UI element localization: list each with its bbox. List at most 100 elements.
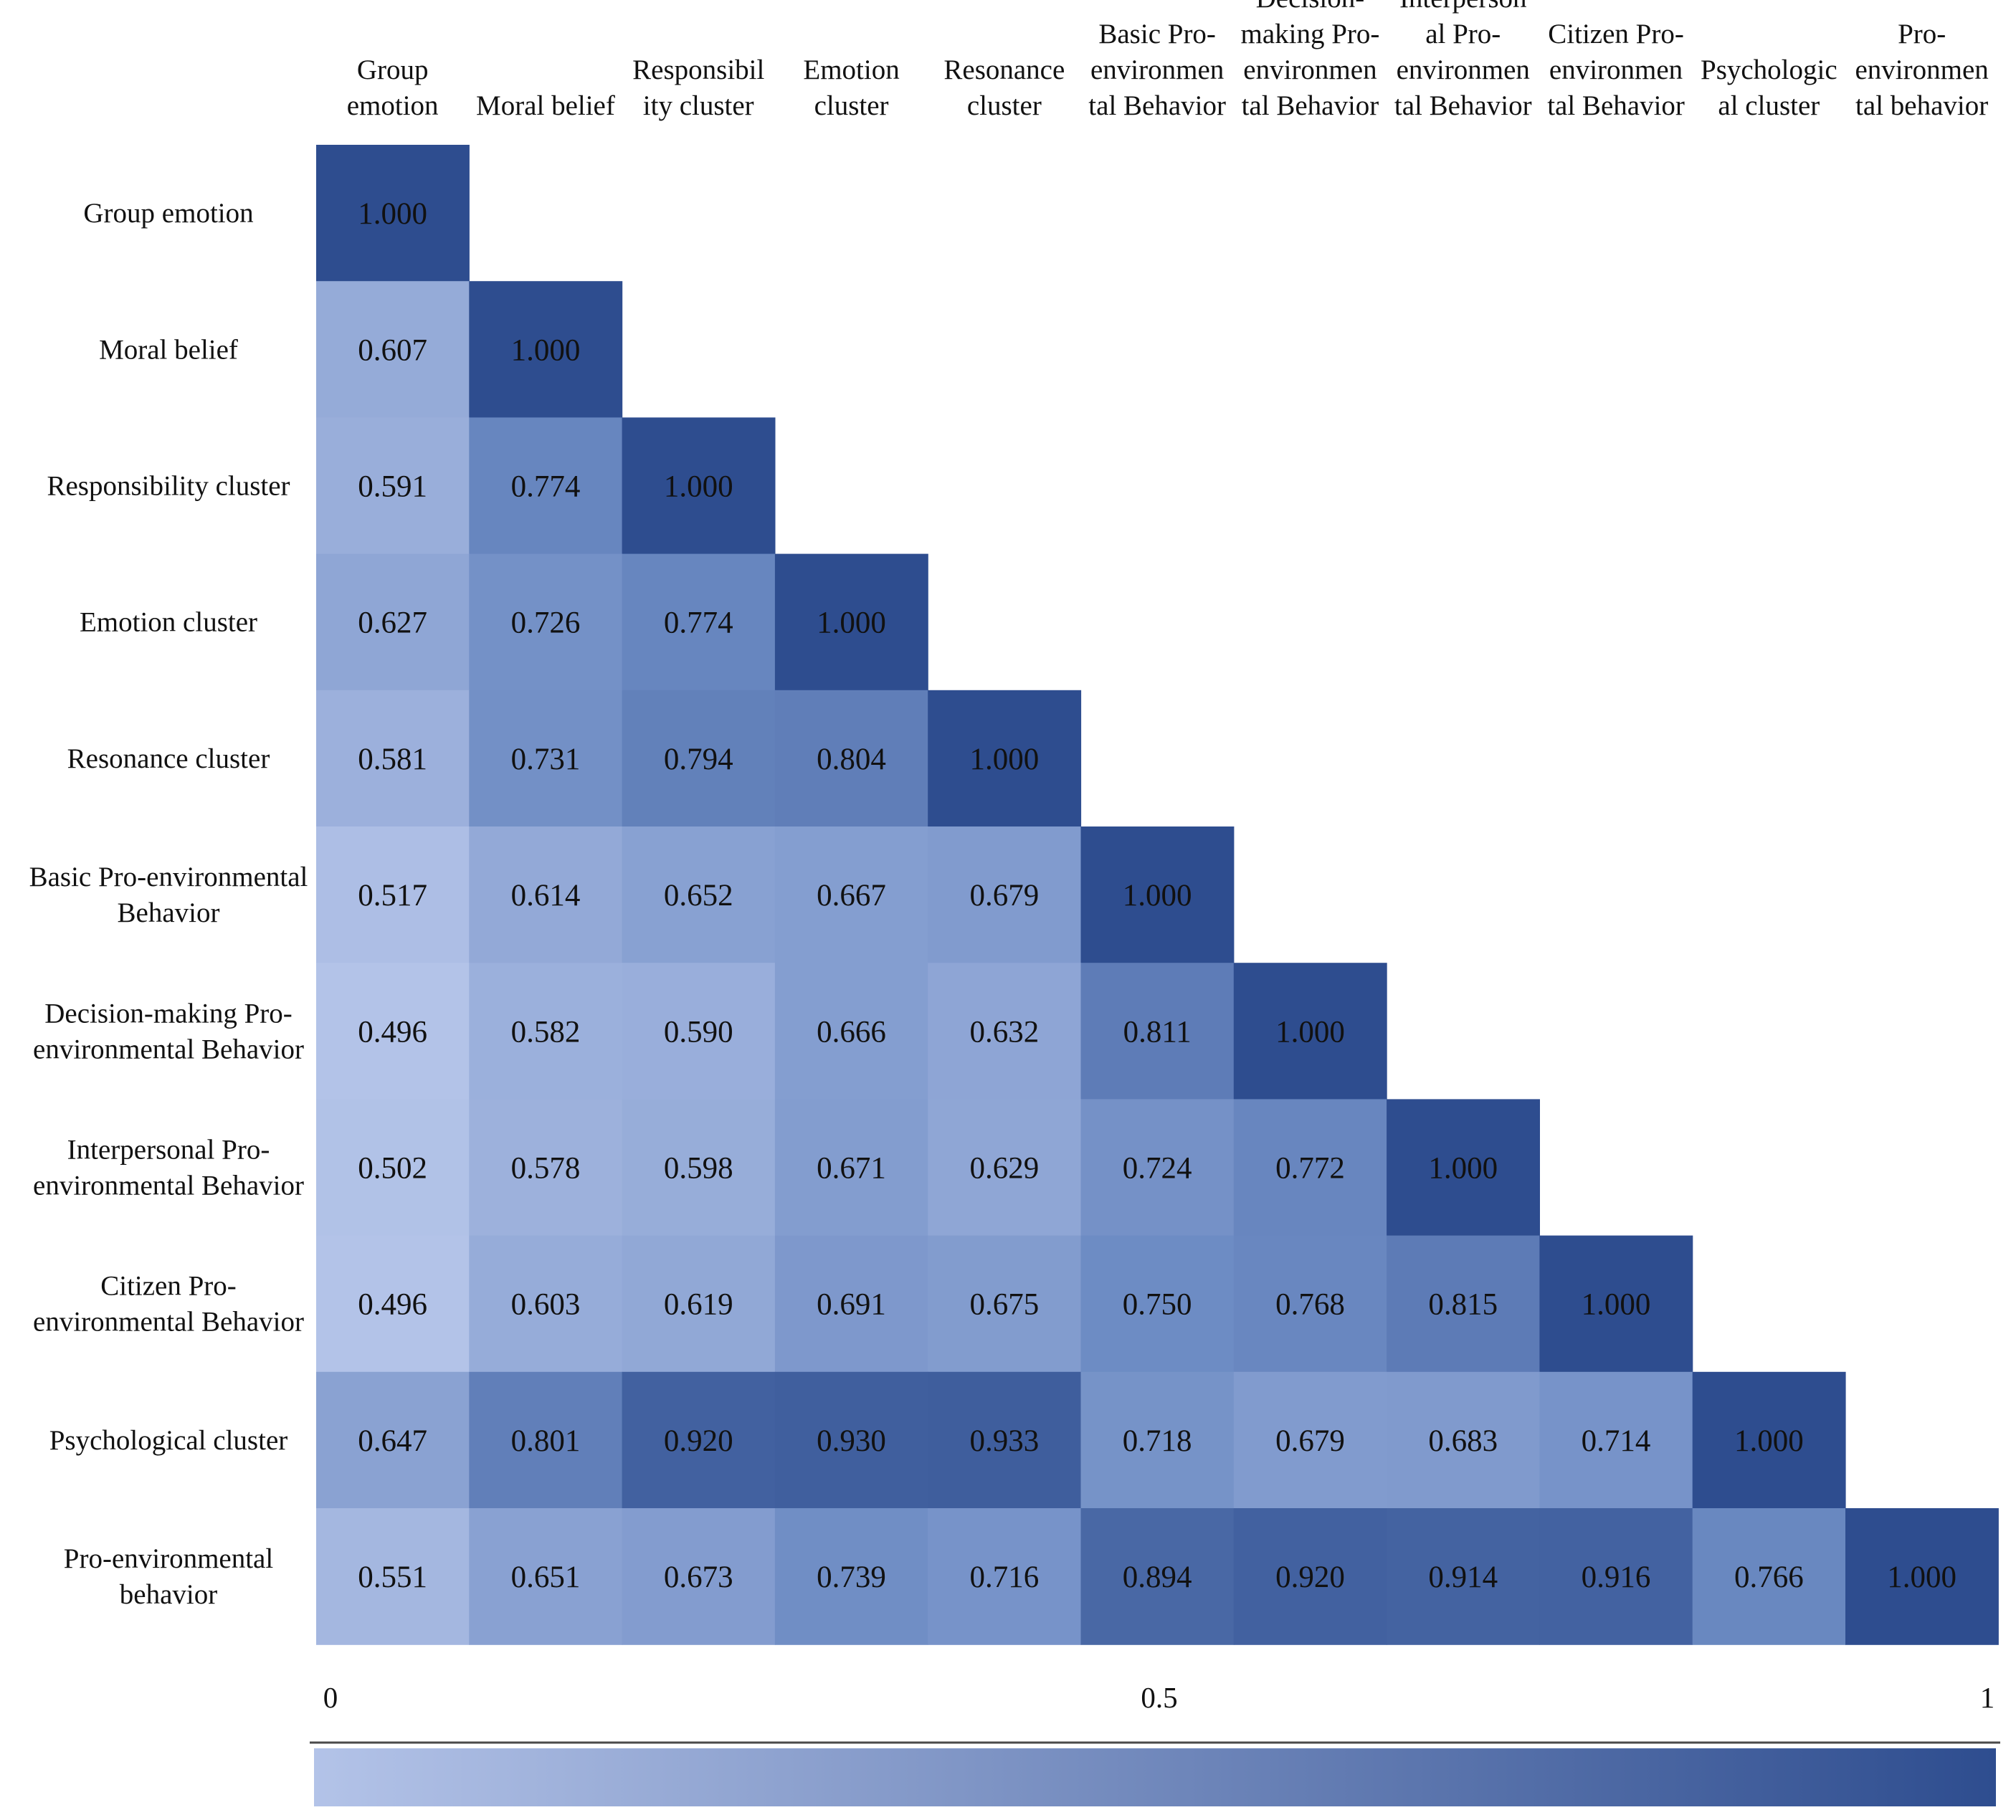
cell-value: 1.000 [1428,1152,1498,1186]
heatmap-cells: 1.000 0.607 1.000 0.591 0.774 1.000 0.627 0.726… [316,145,1999,1645]
column-label: ity cluster [643,90,754,121]
heatmap-cell [1080,1099,1235,1237]
column-label: making Pro- [1240,19,1379,49]
row-label: Responsibility cluster [47,471,290,502]
cell-value: 0.551 [358,1561,427,1594]
heatmap-cell [316,1235,470,1373]
heatmap-cell [1233,963,1387,1100]
cell-value: 0.894 [1123,1561,1192,1594]
cell-value: 0.673 [664,1561,733,1594]
column-label: environmen [1090,54,1224,85]
column-label: Decision- [1256,0,1365,14]
cell-value: 0.714 [1582,1424,1651,1458]
column-label: al Pro- [1425,19,1501,49]
heatmap-cell [622,826,776,963]
column-label: tal Behavior [1547,90,1685,121]
heatmap-cell [1692,1371,1846,1509]
cell-value: 0.582 [511,1015,581,1049]
row-label: Moral belief [99,334,238,365]
column-label: tal Behavior [1394,90,1532,121]
cell-value: 1.000 [1275,1015,1345,1049]
column-label: tal behavior [1855,90,1988,121]
cell-value: 0.930 [817,1424,886,1458]
cell-value: 0.679 [969,879,1039,913]
heatmap-cell [928,1235,1082,1373]
heatmap-cell [622,1508,776,1645]
cell-value: 1.000 [1734,1424,1804,1458]
cell-value: 0.603 [511,1288,581,1322]
heatmap-cell [469,1371,623,1509]
heatmap-cell [928,826,1082,963]
column-label: environmen [1549,54,1683,85]
cell-value: 0.750 [1123,1288,1192,1322]
row-label: environmental Behavior [33,1307,304,1338]
cell-value: 0.804 [817,743,886,776]
cell-value: 0.629 [969,1152,1039,1186]
heatmap-cell [316,1371,470,1509]
heatmap-cell [316,417,470,555]
cell-value: 0.496 [358,1288,427,1322]
cell-value: 0.794 [664,743,733,776]
heatmap-cell [1387,1508,1540,1645]
cell-value: 0.920 [664,1424,733,1458]
heatmap-cell [622,417,776,555]
cell-value: 0.691 [817,1288,886,1322]
colorbar-tick-max: 1 [1980,1681,1995,1714]
heatmap-cell [316,826,470,963]
cell-value: 0.598 [664,1152,733,1186]
cell-value: 0.607 [358,333,427,367]
cell-value: 1.000 [817,606,886,640]
column-label: Pro- [1898,19,1946,49]
heatmap-cell [928,1508,1082,1645]
row-label: Psychological cluster [49,1425,288,1456]
heatmap-cell [1387,1099,1540,1237]
heatmap-cell [928,690,1082,827]
heatmap-cell [469,1235,623,1373]
column-label: Group [357,54,429,85]
column-label: Emotion [803,54,899,85]
column-label: Citizen Pro- [1548,19,1684,49]
cell-value: 1.000 [969,743,1039,776]
colorbar-tick-mid: 0.5 [1141,1681,1177,1714]
column-label: cluster [814,90,889,121]
heatmap-cell [1080,826,1235,963]
heatmap-cell [622,963,776,1100]
cell-value: 0.627 [358,606,427,640]
cell-value: 0.614 [511,879,581,913]
cell-value: 0.933 [969,1424,1039,1458]
column-label: al cluster [1718,90,1820,121]
heatmap-cell [774,1099,928,1237]
cell-value: 0.716 [969,1561,1039,1594]
colorbar-gradient-bar [314,1748,1996,1806]
row-label: Decision-making Pro- [44,998,293,1029]
cell-value: 1.000 [1582,1288,1651,1322]
heatmap-cell [774,1235,928,1373]
cell-value: 0.811 [1123,1015,1192,1049]
heatmap-cell [469,690,623,827]
row-label: Basic Pro-environmental [29,862,308,892]
heatmap-cell [1233,1508,1387,1645]
cell-value: 0.651 [511,1561,581,1594]
heatmap-cell [1692,1508,1846,1645]
cell-value: 0.632 [969,1015,1039,1049]
cell-value: 0.619 [664,1288,733,1322]
cell-value: 0.718 [1123,1424,1192,1458]
cell-value: 0.578 [511,1152,581,1186]
row-label: Interpersonal Pro- [67,1135,270,1166]
cell-value: 0.774 [511,470,581,504]
cell-value: 1.000 [511,333,581,367]
heatmap-cell [469,1099,623,1237]
cell-value: 0.667 [817,879,886,913]
heatmap-cell [1539,1508,1693,1645]
cell-value: 0.502 [358,1152,427,1186]
cell-value: 0.591 [358,470,427,504]
heatmap-cell [622,1099,776,1237]
cell-value: 0.679 [1275,1424,1345,1458]
cell-value: 1.000 [358,197,427,231]
column-label: Basic Pro- [1098,19,1216,49]
heatmap-cell [1233,1371,1387,1509]
cell-value: 0.517 [358,879,427,913]
heatmap-cell [469,281,623,418]
cell-value: 1.000 [1887,1561,1956,1594]
